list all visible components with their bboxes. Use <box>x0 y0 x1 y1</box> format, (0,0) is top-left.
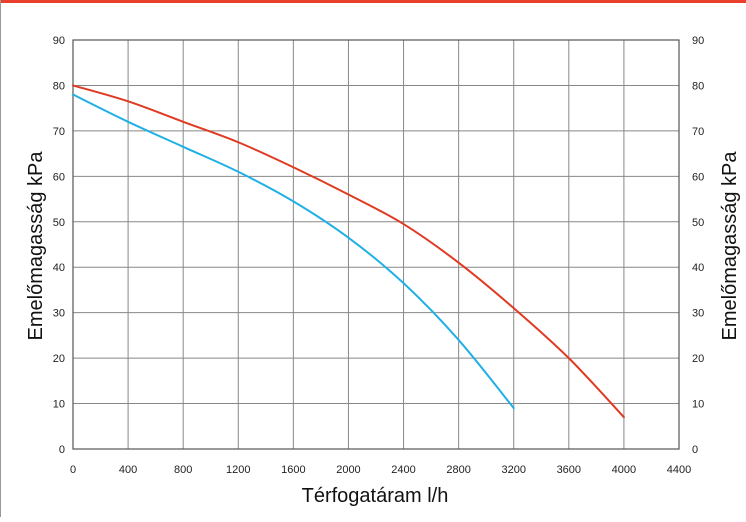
x-tick-label: 800 <box>174 464 192 476</box>
series-line-red <box>72 84 625 419</box>
x-tick-label: 2800 <box>446 464 470 476</box>
x-tick-label: 2400 <box>391 464 415 476</box>
series-layer <box>72 84 625 419</box>
y-tick-label-left: 70 <box>53 126 65 138</box>
y-tick-label-right: 50 <box>692 217 704 229</box>
x-tick-label: 1600 <box>281 464 305 476</box>
top-accent-bar <box>0 0 746 3</box>
y-tick-label-right: 60 <box>692 171 704 183</box>
x-tick-label: 0 <box>70 464 76 476</box>
x-tick-label: 1200 <box>226 464 250 476</box>
y-tick-label-left: 0 <box>59 444 65 456</box>
y-tick-label-right: 70 <box>692 126 704 138</box>
y-tick-label-left: 90 <box>53 35 65 47</box>
y-tick-label-right: 10 <box>692 399 704 411</box>
y-tick-label-right: 90 <box>692 35 704 47</box>
x-tick-label: 3600 <box>557 464 581 476</box>
y-tick-label-left: 30 <box>53 308 65 320</box>
y-tick-label-right: 30 <box>692 308 704 320</box>
y-tick-labels-right: 0 10 20 30 40 50 60 70 80 90 <box>692 35 704 456</box>
y-tick-label-left: 40 <box>53 262 65 274</box>
y-tick-label-right: 80 <box>692 80 704 92</box>
x-tick-label: 3200 <box>501 464 525 476</box>
y-tick-label-left: 50 <box>53 217 65 229</box>
y-tick-label-left: 20 <box>53 353 65 365</box>
y-tick-label-left: 60 <box>53 171 65 183</box>
x-tick-label: 4000 <box>612 464 636 476</box>
y-tick-label-right: 40 <box>692 262 704 274</box>
series-line-blue <box>72 93 515 410</box>
y-tick-label-right: 0 <box>692 444 698 456</box>
y-axis-title-right: Emelőmagasság kPa <box>719 151 741 341</box>
x-tick-label: 4400 <box>667 464 691 476</box>
grid-lines <box>72 39 680 450</box>
x-tick-label: 2000 <box>336 464 360 476</box>
y-tick-label-left: 80 <box>53 80 65 92</box>
y-tick-labels-left: 0 10 20 30 40 50 60 70 80 90 <box>53 35 65 456</box>
x-tick-labels: 0 400 800 1200 1600 2000 2400 2800 3200 3600 4000 4… <box>70 464 691 476</box>
y-tick-label-right: 20 <box>692 353 704 365</box>
y-axis-title-left: Emelőmagasság kPa <box>25 151 47 341</box>
x-tick-label: 400 <box>119 464 137 476</box>
y-tick-label-left: 10 <box>53 399 65 411</box>
plot-frame <box>72 39 680 450</box>
x-axis-title: Térfogatáram l/h <box>302 485 449 507</box>
